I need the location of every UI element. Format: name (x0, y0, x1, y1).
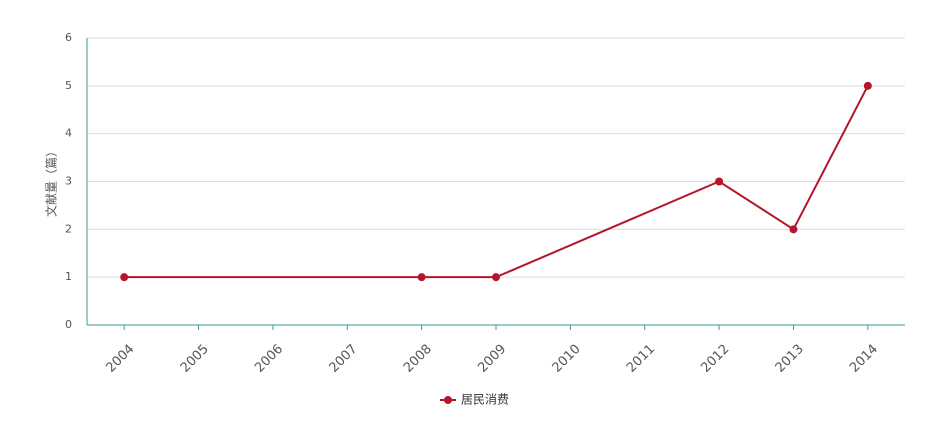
x-tick-label: 2014 (847, 342, 881, 376)
data-point (789, 225, 798, 234)
data-point (492, 273, 500, 282)
data-point (715, 177, 724, 186)
x-tick-label: 2005 (178, 342, 212, 376)
data-point (417, 273, 426, 282)
y-tick-label: 3 (65, 175, 72, 188)
x-tick-label: 2011 (624, 342, 658, 376)
x-tick-label: 2013 (773, 342, 807, 376)
y-tick-label: 2 (65, 222, 72, 235)
legend-label: 居民消费 (461, 393, 509, 407)
x-tick-label: 2006 (252, 342, 286, 376)
x-tick-label: 2007 (327, 342, 361, 376)
x-tick-label: 2012 (698, 342, 732, 376)
x-tick-label: 2004 (103, 342, 137, 376)
x-tick-label: 2008 (401, 342, 435, 376)
y-tick-label: 0 (65, 318, 72, 331)
x-tick-label: 2010 (550, 342, 584, 376)
y-axis-title: 文献量（篇） (44, 145, 59, 217)
data-point (863, 81, 872, 90)
y-tick-label: 1 (65, 270, 72, 283)
y-tick-label: 5 (65, 79, 72, 92)
series-line (124, 85, 869, 279)
x-tick-label: 2009 (475, 342, 509, 376)
y-tick-label: 4 (65, 127, 72, 140)
legend-marker (444, 396, 452, 404)
data-point (120, 273, 129, 282)
y-tick-label: 6 (65, 31, 72, 44)
